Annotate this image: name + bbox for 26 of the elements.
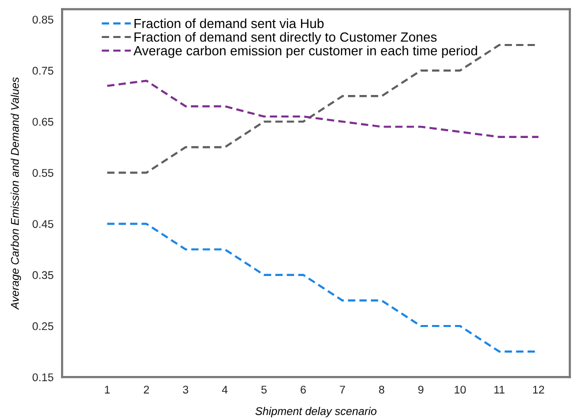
y-tick-label: 0.75 xyxy=(32,66,54,75)
line-series xyxy=(106,80,540,138)
y-axis-title: Average Carbon Emission and Demand Values xyxy=(10,77,22,310)
y-tick-label: 0.55 xyxy=(32,168,54,177)
x-tick-label: 1 xyxy=(104,386,110,394)
x-tick-label: 12 xyxy=(533,386,544,394)
legend-label: Average carbon emission per customer in each time period xyxy=(133,46,478,58)
y-tick-label: 0.65 xyxy=(32,118,54,126)
y-tick-label: 0.25 xyxy=(32,322,54,330)
y-tick-label: 0.85 xyxy=(32,16,54,24)
legend-label: Fraction of demand sent via Hub xyxy=(134,18,324,28)
x-tick-label: 4 xyxy=(222,386,228,394)
x-tick-label: 7 xyxy=(340,386,345,394)
x-tick-label: 5 xyxy=(261,386,267,394)
legend-label: Fraction of demand sent directly to Customer Zones xyxy=(134,32,437,44)
x-tick-label: 6 xyxy=(300,386,306,394)
x-tick-label: 3 xyxy=(182,386,188,394)
x-tick-label: 2 xyxy=(144,386,149,394)
x-tick-label: 11 xyxy=(494,386,504,394)
x-tick-label: 10 xyxy=(454,386,466,394)
y-tick-label: 0.15 xyxy=(32,373,54,382)
y-tick-label: 0.45 xyxy=(32,220,54,228)
x-tick-label: 9 xyxy=(418,386,424,394)
x-tick-label: 8 xyxy=(379,386,384,394)
x-axis-title: Shipment delay scenario xyxy=(255,406,376,418)
y-tick-label: 0.35 xyxy=(32,271,54,280)
